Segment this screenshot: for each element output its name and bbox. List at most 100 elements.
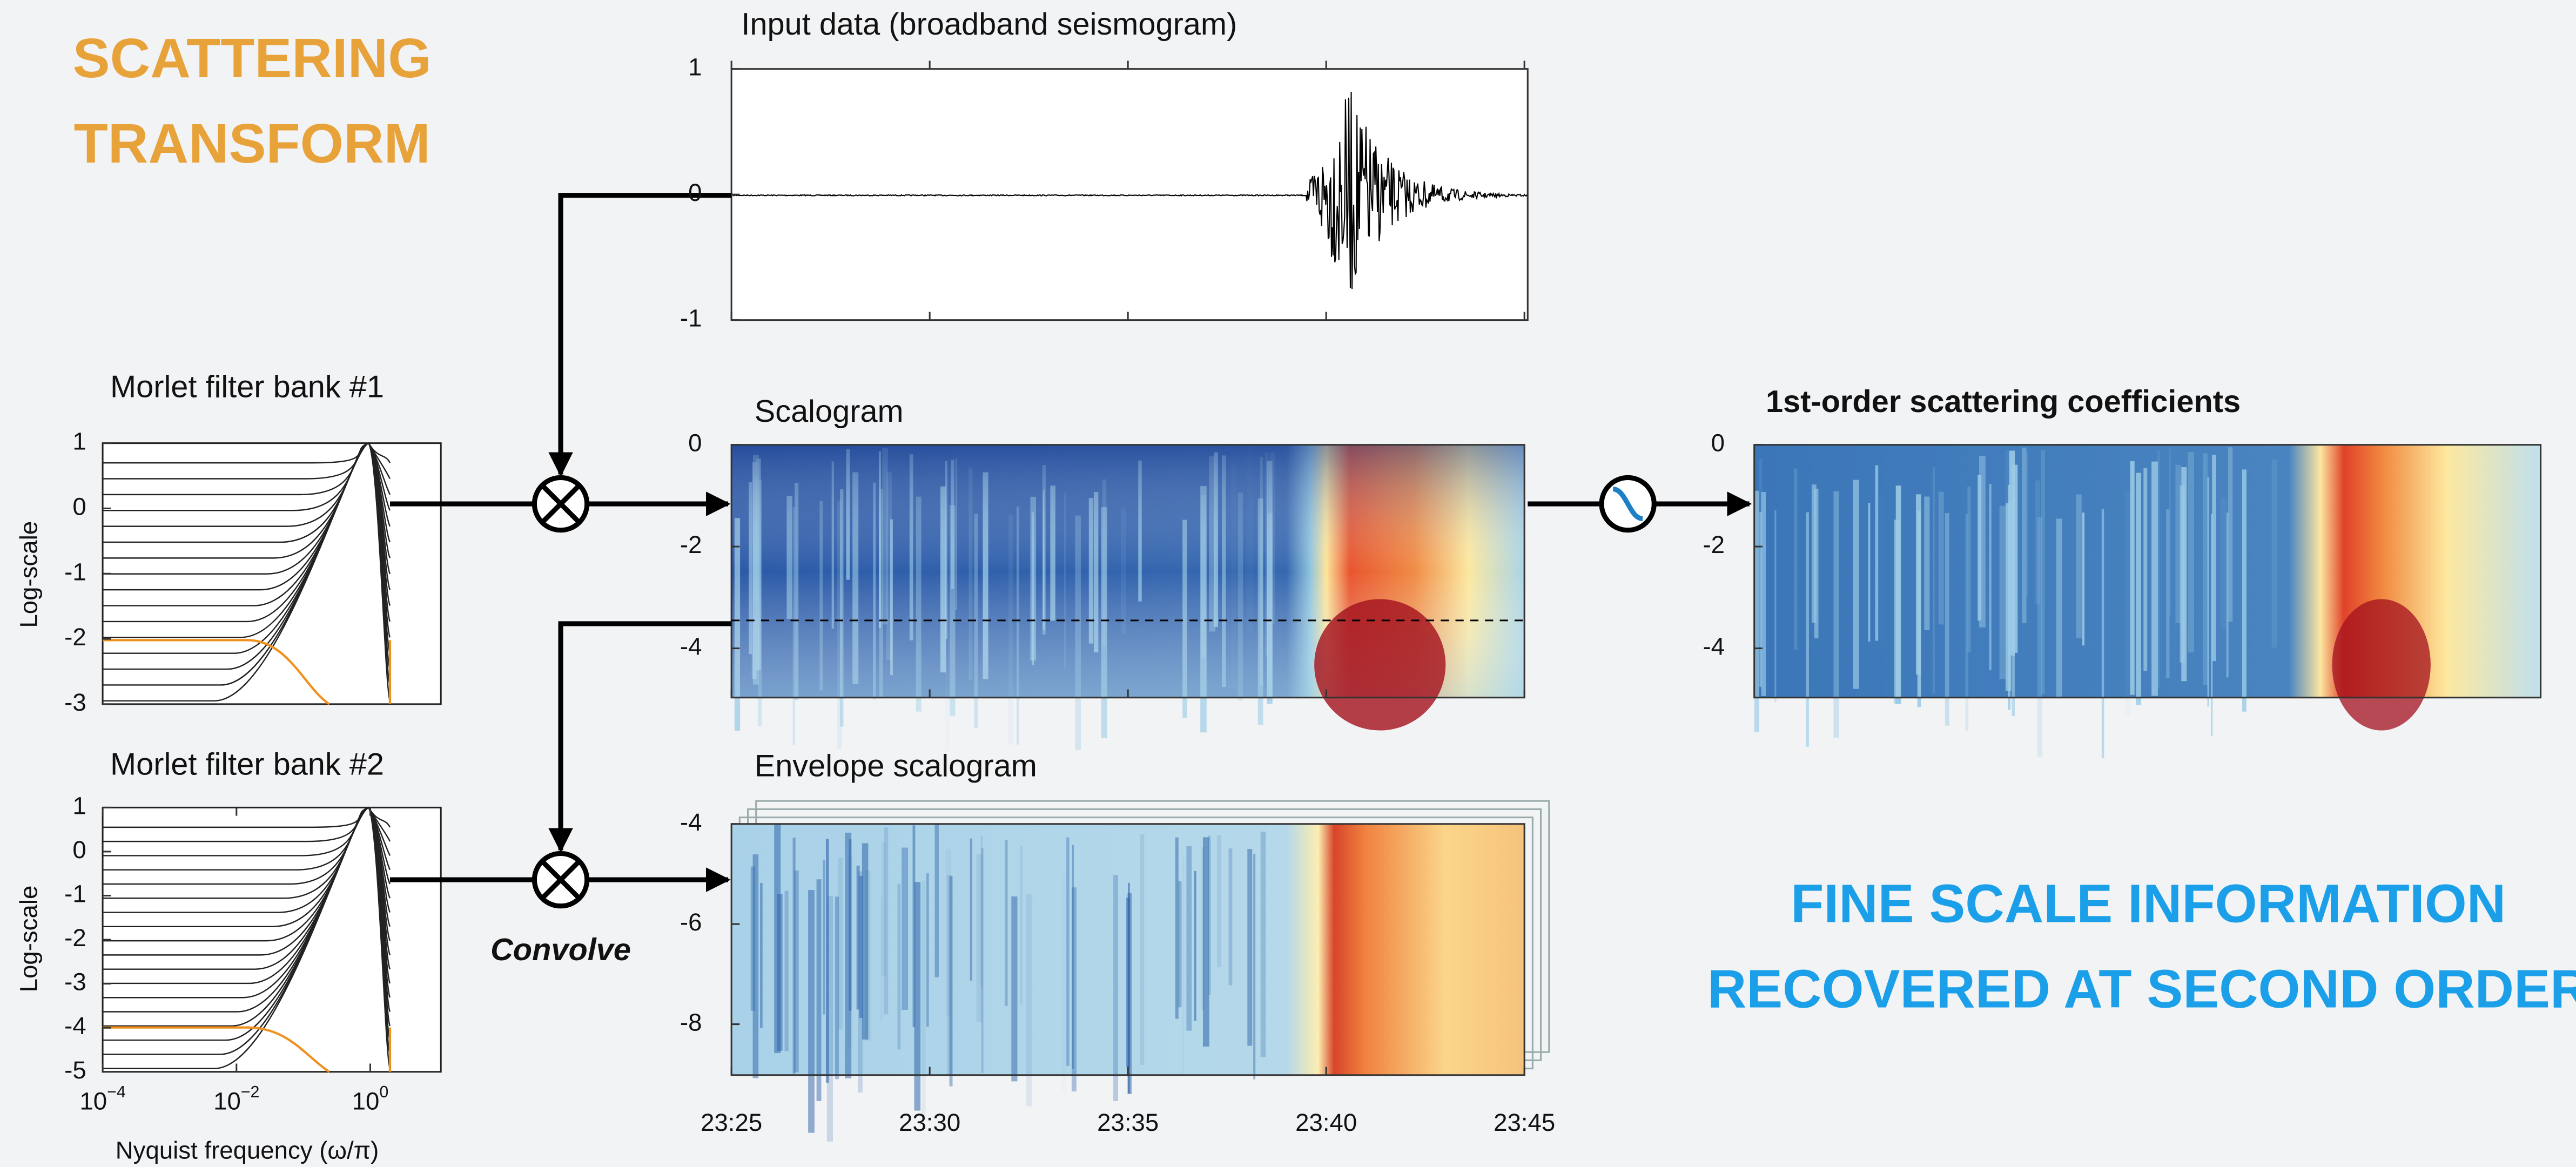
- texture-stripe: [2022, 448, 2027, 623]
- y-tick-label: -2: [680, 531, 702, 558]
- panel-title: Scalogram: [755, 394, 904, 429]
- y-tick-label: -6: [680, 908, 702, 936]
- heatmap-hot: [2332, 599, 2431, 730]
- texture-stripe: [898, 884, 901, 1050]
- texture-stripe: [2009, 450, 2015, 655]
- texture-stripe: [2207, 477, 2209, 707]
- envelope-panel: Envelope scalogram: [731, 749, 1549, 1142]
- y-tick-label: 0: [1711, 429, 1725, 457]
- y-tick-label: -4: [680, 808, 702, 836]
- texture-stripe: [1853, 480, 1859, 689]
- texture-stripe: [774, 825, 781, 1053]
- input-panel: Input data (broadband seismogram): [731, 7, 1528, 320]
- texture-stripe: [2000, 506, 2006, 679]
- texture-stripe: [884, 827, 888, 1015]
- texture-stripe: [1774, 510, 1776, 703]
- panel-title: Morlet filter bank #1: [110, 370, 384, 404]
- x-tick-label: 23:30: [899, 1109, 960, 1136]
- texture-stripe: [1186, 846, 1192, 1031]
- texture-stripe: [2136, 473, 2141, 705]
- arrow: [561, 195, 731, 475]
- texture-stripe: [1020, 846, 1023, 1004]
- note-line: RECOVERED AT SECOND ORDER: [1707, 959, 2576, 1019]
- y-tick-label: 1: [688, 53, 702, 81]
- texture-stripe: [1754, 491, 1759, 732]
- texture-stripe: [2188, 452, 2194, 652]
- y-tick-label: 1: [72, 792, 86, 819]
- texture-stripe: [2211, 514, 2212, 737]
- x-label: Nyquist frequency (ω/π): [116, 1137, 379, 1164]
- x-tick-label: 23:35: [1097, 1109, 1159, 1136]
- texture-stripe: [1253, 854, 1255, 1080]
- texture-stripe: [2228, 447, 2233, 622]
- texture-stripe: [1933, 467, 1935, 693]
- texture-stripe: [946, 848, 952, 1015]
- texture-stripe: [1978, 475, 1981, 620]
- texture-stripe: [1806, 512, 1809, 747]
- y-tick-label: -1: [64, 558, 86, 585]
- heatmap-texture: [746, 824, 1266, 1142]
- figure: SCATTERING TRANSFORM Morlet filter bank …: [0, 0, 2576, 1167]
- texture-stripe: [2183, 499, 2187, 629]
- y-tick-label: -1: [64, 880, 86, 908]
- y-tick-label: -8: [680, 1009, 702, 1036]
- texture-stripe: [1175, 838, 1179, 1019]
- texture-stripe: [2151, 462, 2158, 696]
- y-tick-label: 1: [72, 428, 86, 455]
- texture-stripe: [2056, 519, 2062, 697]
- texture-stripe: [760, 883, 763, 1028]
- texture-stripe: [785, 891, 789, 1051]
- texture-stripe: [2076, 495, 2082, 638]
- texture-stripe: [1945, 513, 1949, 726]
- texture-stripe: [2212, 455, 2216, 661]
- panel-title: Input data (broadband seismogram): [741, 7, 1237, 42]
- texture-stripe: [2026, 453, 2028, 596]
- texture-stripe: [2169, 449, 2171, 616]
- operator-label: Convolve: [490, 933, 631, 967]
- texture-stripe: [1879, 496, 1885, 641]
- y-tick-label: 0: [72, 836, 86, 864]
- note-line: FINE SCALE INFORMATION: [1791, 873, 2506, 934]
- texture-stripe: [808, 890, 815, 1132]
- texture-stripe: [817, 879, 822, 1101]
- y-tick-label: 0: [72, 493, 86, 520]
- texture-stripe: [865, 870, 871, 1040]
- texture-stripe: [835, 896, 839, 1079]
- x-tick-label: 10−2: [213, 1083, 259, 1115]
- texture-stripe: [857, 866, 860, 1010]
- convolution-operator: [534, 853, 587, 906]
- texture-stripe: [1894, 520, 1900, 704]
- texture-stripe: [1989, 484, 1991, 670]
- texture-stripe: [1005, 840, 1007, 1006]
- texture-stripe: [914, 882, 920, 1110]
- coefficients-panel: 1st-order scattering coefficients: [1754, 384, 2541, 758]
- y-tick-label: -4: [64, 1012, 86, 1040]
- title-line: SCATTERING: [73, 26, 432, 89]
- tick-exponent: −4: [107, 1083, 126, 1101]
- texture-stripe: [1261, 832, 1266, 1057]
- y-tick-label: -2: [64, 924, 86, 952]
- texture-stripe: [1875, 466, 1879, 641]
- texture-stripe: [1066, 838, 1070, 1066]
- convolution-operator: [534, 477, 587, 530]
- texture-stripe: [2227, 512, 2229, 677]
- x-tick-label: 23:25: [701, 1109, 762, 1136]
- panel-title: Morlet filter bank #2: [110, 747, 384, 782]
- texture-stripe: [1812, 484, 1817, 623]
- texture-stripe: [753, 854, 759, 1078]
- texture-stripe: [793, 838, 796, 1074]
- texture-stripe: [1127, 893, 1132, 1095]
- y-tick-label: 0: [688, 429, 702, 457]
- title-line: TRANSFORM: [74, 112, 431, 174]
- texture-stripe: [848, 855, 852, 1047]
- texture-stripe: [1794, 469, 1797, 650]
- heatmap-hot: [1314, 599, 1445, 730]
- y-label: Log-scale: [15, 886, 42, 993]
- x-tick-label: 10−4: [79, 1083, 125, 1115]
- texture-stripe: [1061, 874, 1067, 1092]
- texture-stripe: [1182, 857, 1184, 1076]
- texture-stripe: [970, 839, 972, 981]
- filter-bank-1: Morlet filter bank #1 Log-scale: [15, 370, 441, 704]
- x-tick-label: 100: [352, 1083, 389, 1115]
- y-tick-label: 0: [688, 179, 702, 206]
